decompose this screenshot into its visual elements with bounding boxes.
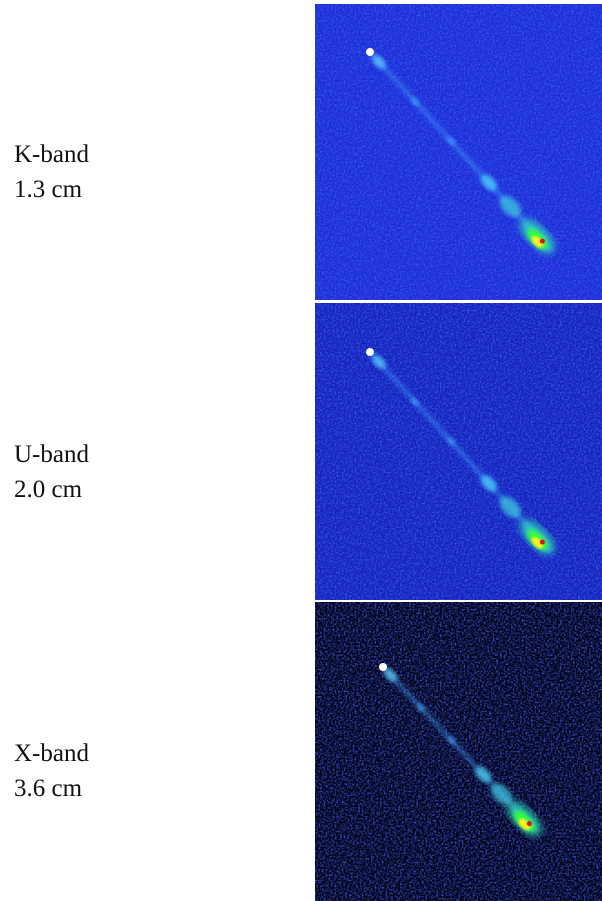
hotspot-core [527,821,532,826]
radio-image [315,303,602,600]
core [379,663,387,671]
wavelength: 3.6 cm [14,771,89,806]
band: K-band [14,137,89,172]
core [366,348,374,356]
core [366,48,374,56]
figure: K-band1.3 cmU-band2.0 cmX-band3.6 cm (()… [0,0,602,901]
hotspot-core [540,540,545,545]
hotspot-core [540,239,545,244]
band: X-band [14,736,89,771]
wavelength: 2.0 cm [14,472,89,507]
radio-image [315,602,602,901]
radio-image [315,4,602,300]
wavelength: 1.3 cm [14,172,89,207]
band: U-band [14,437,89,472]
noise [315,602,602,901]
